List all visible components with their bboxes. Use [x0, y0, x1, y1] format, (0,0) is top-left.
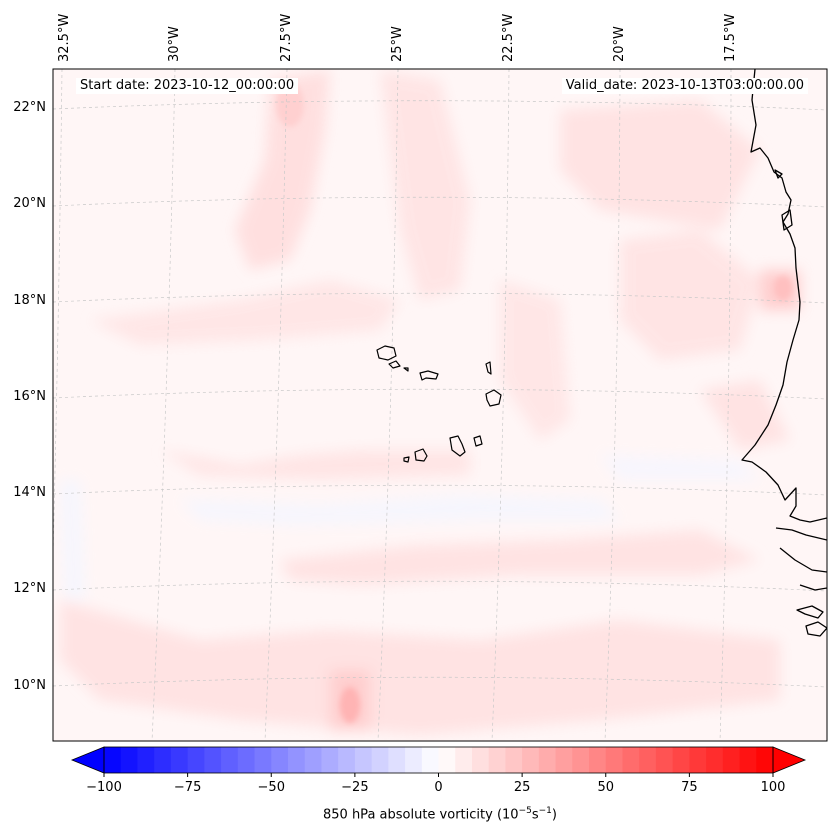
- lat-label: 18°N: [13, 293, 46, 308]
- colorbar-cell: [120, 747, 139, 773]
- colorbar-cell: [371, 747, 389, 773]
- colorbar-cell: [187, 747, 205, 773]
- colorbar-label-exp2: −1: [538, 806, 552, 816]
- colorbar-cell: [555, 747, 573, 773]
- colorbar-cell: [739, 747, 757, 773]
- lat-label: 14°N: [13, 485, 46, 500]
- colorbar-cell: [706, 747, 724, 773]
- colorbar-cell: [505, 747, 523, 773]
- colorbar-cell: [304, 747, 323, 773]
- cape-verde-islands: [376, 345, 502, 463]
- colorbar-cell: [137, 747, 155, 773]
- colorbar-cell: [689, 747, 707, 773]
- colorbar-tick-label: −50: [258, 780, 285, 795]
- lat-label: 20°N: [13, 196, 46, 211]
- valid-date-label: Valid_date: 2023-10-13T03:00:00.00: [561, 78, 808, 94]
- colorbar-cell: [421, 747, 440, 773]
- lat-label: 10°N: [13, 678, 46, 693]
- lon-label: 32.5°W: [57, 14, 72, 62]
- colorbar-tick-label: 75: [681, 780, 698, 795]
- colorbar-cell: [522, 747, 540, 773]
- colorbar-cell: [756, 747, 774, 773]
- colorbar-tick-label: −100: [86, 780, 122, 795]
- colorbar-ticks: −100 −75 −50 −25 0 25 50 75 100: [86, 773, 785, 795]
- colorbar-label-mid: s: [531, 807, 539, 823]
- lat-label: 16°N: [13, 389, 46, 404]
- vorticity-field: [60, 70, 800, 735]
- colorbar-cell: [471, 747, 490, 773]
- colorbar-max-arrow: [772, 746, 807, 774]
- colorbar: −100 −75 −50 −25 0 25 50 75 100: [70, 746, 807, 795]
- colorbar-cell: [287, 747, 306, 773]
- colorbar-cell: [589, 747, 607, 773]
- lat-label: 12°N: [13, 581, 46, 596]
- lon-label: 17.5°W: [723, 14, 738, 62]
- colorbar-cell: [237, 747, 256, 773]
- colorbar-cell: [321, 747, 339, 773]
- colorbar-label-exp1: −5: [518, 806, 532, 816]
- colorbar-cell: [438, 747, 456, 773]
- colorbar-cell: [338, 747, 356, 773]
- colorbar-cell: [271, 747, 289, 773]
- lon-label: 25°W: [390, 26, 405, 62]
- colorbar-label-end: ): [551, 807, 557, 823]
- colorbar-cell: [154, 747, 172, 773]
- colorbar-cell: [170, 747, 189, 773]
- colorbar-cell: [405, 747, 423, 773]
- latitude-labels: 22°N 20°N 18°N 16°N 14°N 12°N 10°N: [13, 100, 46, 693]
- colorbar-cell: [639, 747, 657, 773]
- colorbar-cell: [354, 747, 373, 773]
- plot-frame: [52, 68, 828, 742]
- colorbar-tick-label: 25: [514, 780, 531, 795]
- lon-label: 22.5°W: [501, 14, 516, 62]
- start-date-label: Start date: 2023-10-12_00:00:00: [76, 78, 299, 94]
- colorbar-cell: [605, 747, 624, 773]
- colorbar-cell: [455, 747, 473, 773]
- lon-label: 20°W: [612, 26, 627, 62]
- lon-label: 27.5°W: [279, 14, 294, 62]
- colorbar-label: 850 hPa absolute vorticity (10−5s−1): [0, 806, 837, 822]
- colorbar-cell: [488, 747, 507, 773]
- lat-label: 22°N: [13, 100, 46, 115]
- colorbar-cells: [104, 747, 774, 773]
- colorbar-min-arrow: [70, 746, 105, 774]
- gridlines: [53, 69, 827, 741]
- colorbar-cell: [204, 747, 222, 773]
- colorbar-tick-label: 100: [761, 780, 786, 795]
- lon-label: 30°W: [167, 26, 182, 62]
- colorbar-tick-label: −75: [174, 780, 201, 795]
- colorbar-cell: [722, 747, 741, 773]
- colorbar-cell: [622, 747, 640, 773]
- colorbar-label-main: 850 hPa absolute vorticity (10: [323, 807, 519, 823]
- colorbar-cell: [221, 747, 239, 773]
- colorbar-cell: [655, 747, 674, 773]
- colorbar-cell: [672, 747, 690, 773]
- colorbar-tick-label: −25: [341, 780, 368, 795]
- colorbar-cell: [538, 747, 557, 773]
- coastline: [741, 69, 827, 637]
- colorbar-cell: [254, 747, 272, 773]
- colorbar-cell: [388, 747, 406, 773]
- longitude-labels: 32.5°W 30°W 27.5°W 25°W 22.5°W 20°W 17.5…: [57, 14, 738, 62]
- colorbar-tick-label: 0: [434, 780, 442, 795]
- colorbar-tick-label: 50: [597, 780, 614, 795]
- colorbar-cell: [572, 747, 590, 773]
- colorbar-cell: [104, 747, 122, 773]
